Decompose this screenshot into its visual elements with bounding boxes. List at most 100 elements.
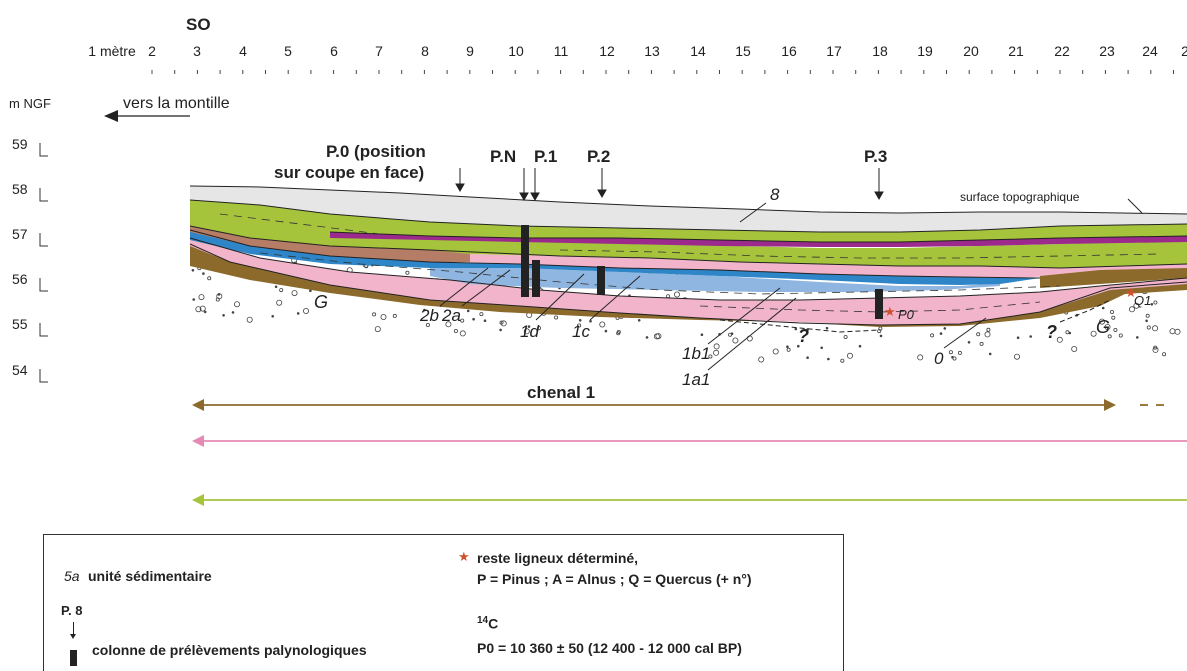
layer-unit-1d bbox=[190, 230, 1040, 285]
elevation-tick bbox=[39, 369, 48, 383]
gravel-clast bbox=[939, 332, 943, 335]
gravel-clast bbox=[637, 318, 641, 322]
distance-label: 3 bbox=[193, 43, 201, 59]
column-p2 bbox=[597, 266, 605, 295]
elevation-label: 56 bbox=[12, 271, 28, 287]
gravel-clast bbox=[405, 270, 410, 275]
layer-brown-band bbox=[1040, 268, 1187, 288]
gravel-clast bbox=[279, 288, 284, 293]
unit-label-g2: G bbox=[1096, 317, 1110, 337]
elevation-label: 58 bbox=[12, 181, 28, 197]
distance-ruler bbox=[151, 70, 1174, 74]
gravel-clast bbox=[215, 297, 220, 302]
gravel-clast bbox=[1071, 345, 1078, 352]
gravel-clast bbox=[674, 291, 681, 298]
gravel-clast bbox=[271, 314, 275, 318]
profile-p0-label: P.0 (position bbox=[326, 142, 426, 161]
legend-wood-codes: P = Pinus ; A = Alnus ; Q = Quercus (+ n… bbox=[477, 571, 752, 587]
profile-p0-label-line2: sur coupe en face) bbox=[274, 163, 424, 182]
legend-unit-example: 5a bbox=[64, 568, 80, 584]
gravel-clast bbox=[1169, 328, 1176, 335]
gravel-clast bbox=[1056, 336, 1063, 343]
legend-star-icon: ★ bbox=[458, 549, 470, 564]
orientation-label: SO bbox=[186, 15, 211, 34]
gravel-clast bbox=[1152, 346, 1159, 353]
gravel-clast bbox=[877, 329, 882, 334]
gravel-clast bbox=[1104, 323, 1111, 330]
legend-wood-label: reste ligneux déterminé, bbox=[477, 550, 639, 566]
legend-column-arrow-icon bbox=[73, 622, 74, 636]
gravel-clast bbox=[806, 356, 809, 360]
distance-label: 18 bbox=[872, 43, 888, 59]
gravel-clast bbox=[472, 317, 475, 321]
distance-label: 11 bbox=[554, 43, 569, 59]
legend-column-arrowhead-icon bbox=[70, 634, 76, 639]
boundary-line bbox=[189, 199, 1187, 233]
gravel-clast bbox=[758, 356, 765, 363]
gravel-clast bbox=[1110, 309, 1115, 314]
gravel-clast bbox=[1016, 336, 1020, 340]
gravel-clast bbox=[786, 347, 791, 352]
profile-p3-label: P.3 bbox=[864, 147, 887, 166]
gravel-clast bbox=[460, 318, 465, 323]
gravel-clast bbox=[1101, 306, 1105, 310]
unit-label-2a: 2a bbox=[441, 306, 461, 325]
elevation-axis: 59 58 57 56 55 54 bbox=[12, 136, 48, 383]
column-pn bbox=[521, 225, 529, 297]
layer-unit-8 bbox=[190, 186, 1187, 232]
gravel-clast bbox=[1129, 306, 1136, 313]
boundary-line bbox=[189, 229, 1041, 279]
distance-label: 5 bbox=[284, 43, 292, 59]
lamina-line bbox=[559, 249, 1161, 259]
unit-label-1a1: 1a1 bbox=[682, 370, 710, 389]
gravel-clast bbox=[984, 331, 991, 338]
wood-remains-markers: ★ ★ bbox=[884, 285, 1137, 319]
gravel-clast bbox=[713, 343, 720, 350]
gravel-clast bbox=[276, 299, 283, 306]
layer-unit-2a bbox=[190, 226, 470, 262]
elevation-tick bbox=[39, 233, 48, 247]
elevation-tick bbox=[39, 323, 48, 337]
elevation-label: 54 bbox=[12, 362, 28, 378]
gravel-clast bbox=[979, 341, 984, 346]
gravel-clast bbox=[1174, 328, 1181, 335]
topographic-surface-line bbox=[189, 185, 1187, 215]
unit-label-g1: G bbox=[314, 292, 328, 312]
gravel-clast bbox=[599, 321, 606, 328]
elevation-label: 59 bbox=[12, 136, 28, 152]
profile-arrows bbox=[455, 168, 884, 202]
gravel-clast bbox=[459, 330, 466, 337]
star-marker: ★ bbox=[884, 304, 896, 319]
direction-label: vers la montille bbox=[123, 95, 230, 112]
layer-purple bbox=[330, 232, 1187, 247]
gravel-clast bbox=[1107, 334, 1112, 339]
gravel-clast bbox=[577, 323, 582, 328]
gravel-clast bbox=[296, 312, 300, 315]
layer-unit-0 bbox=[190, 244, 1187, 327]
gravel-clast bbox=[380, 313, 387, 320]
gravel-clast bbox=[202, 272, 205, 275]
unit-label-1c: 1c bbox=[572, 322, 590, 341]
gravel-clast bbox=[948, 350, 953, 355]
gravel-clast bbox=[222, 313, 225, 317]
sampling-columns bbox=[521, 225, 883, 319]
direction-indicator: vers la montille bbox=[104, 95, 230, 122]
boundary-line bbox=[189, 225, 1187, 269]
gravel-clast bbox=[986, 327, 991, 332]
gravel-clast bbox=[794, 327, 798, 331]
direction-arrowhead bbox=[104, 110, 118, 122]
gravel-clast bbox=[1014, 353, 1021, 360]
elevation-tick bbox=[39, 143, 48, 157]
gravel-clast bbox=[479, 312, 484, 317]
gravel-clast bbox=[952, 356, 957, 361]
gravel-clast bbox=[453, 328, 458, 333]
gravel-clast bbox=[198, 294, 205, 301]
layer-unit-2b bbox=[470, 254, 1187, 278]
gravel-clast bbox=[195, 306, 202, 313]
layer-green bbox=[190, 200, 1187, 268]
gravel-clast bbox=[499, 328, 502, 332]
unit-label-8: 8 bbox=[770, 185, 780, 204]
gravel-clast bbox=[796, 344, 800, 348]
gravel-clast bbox=[879, 334, 883, 338]
gravel-clast bbox=[1162, 352, 1167, 357]
